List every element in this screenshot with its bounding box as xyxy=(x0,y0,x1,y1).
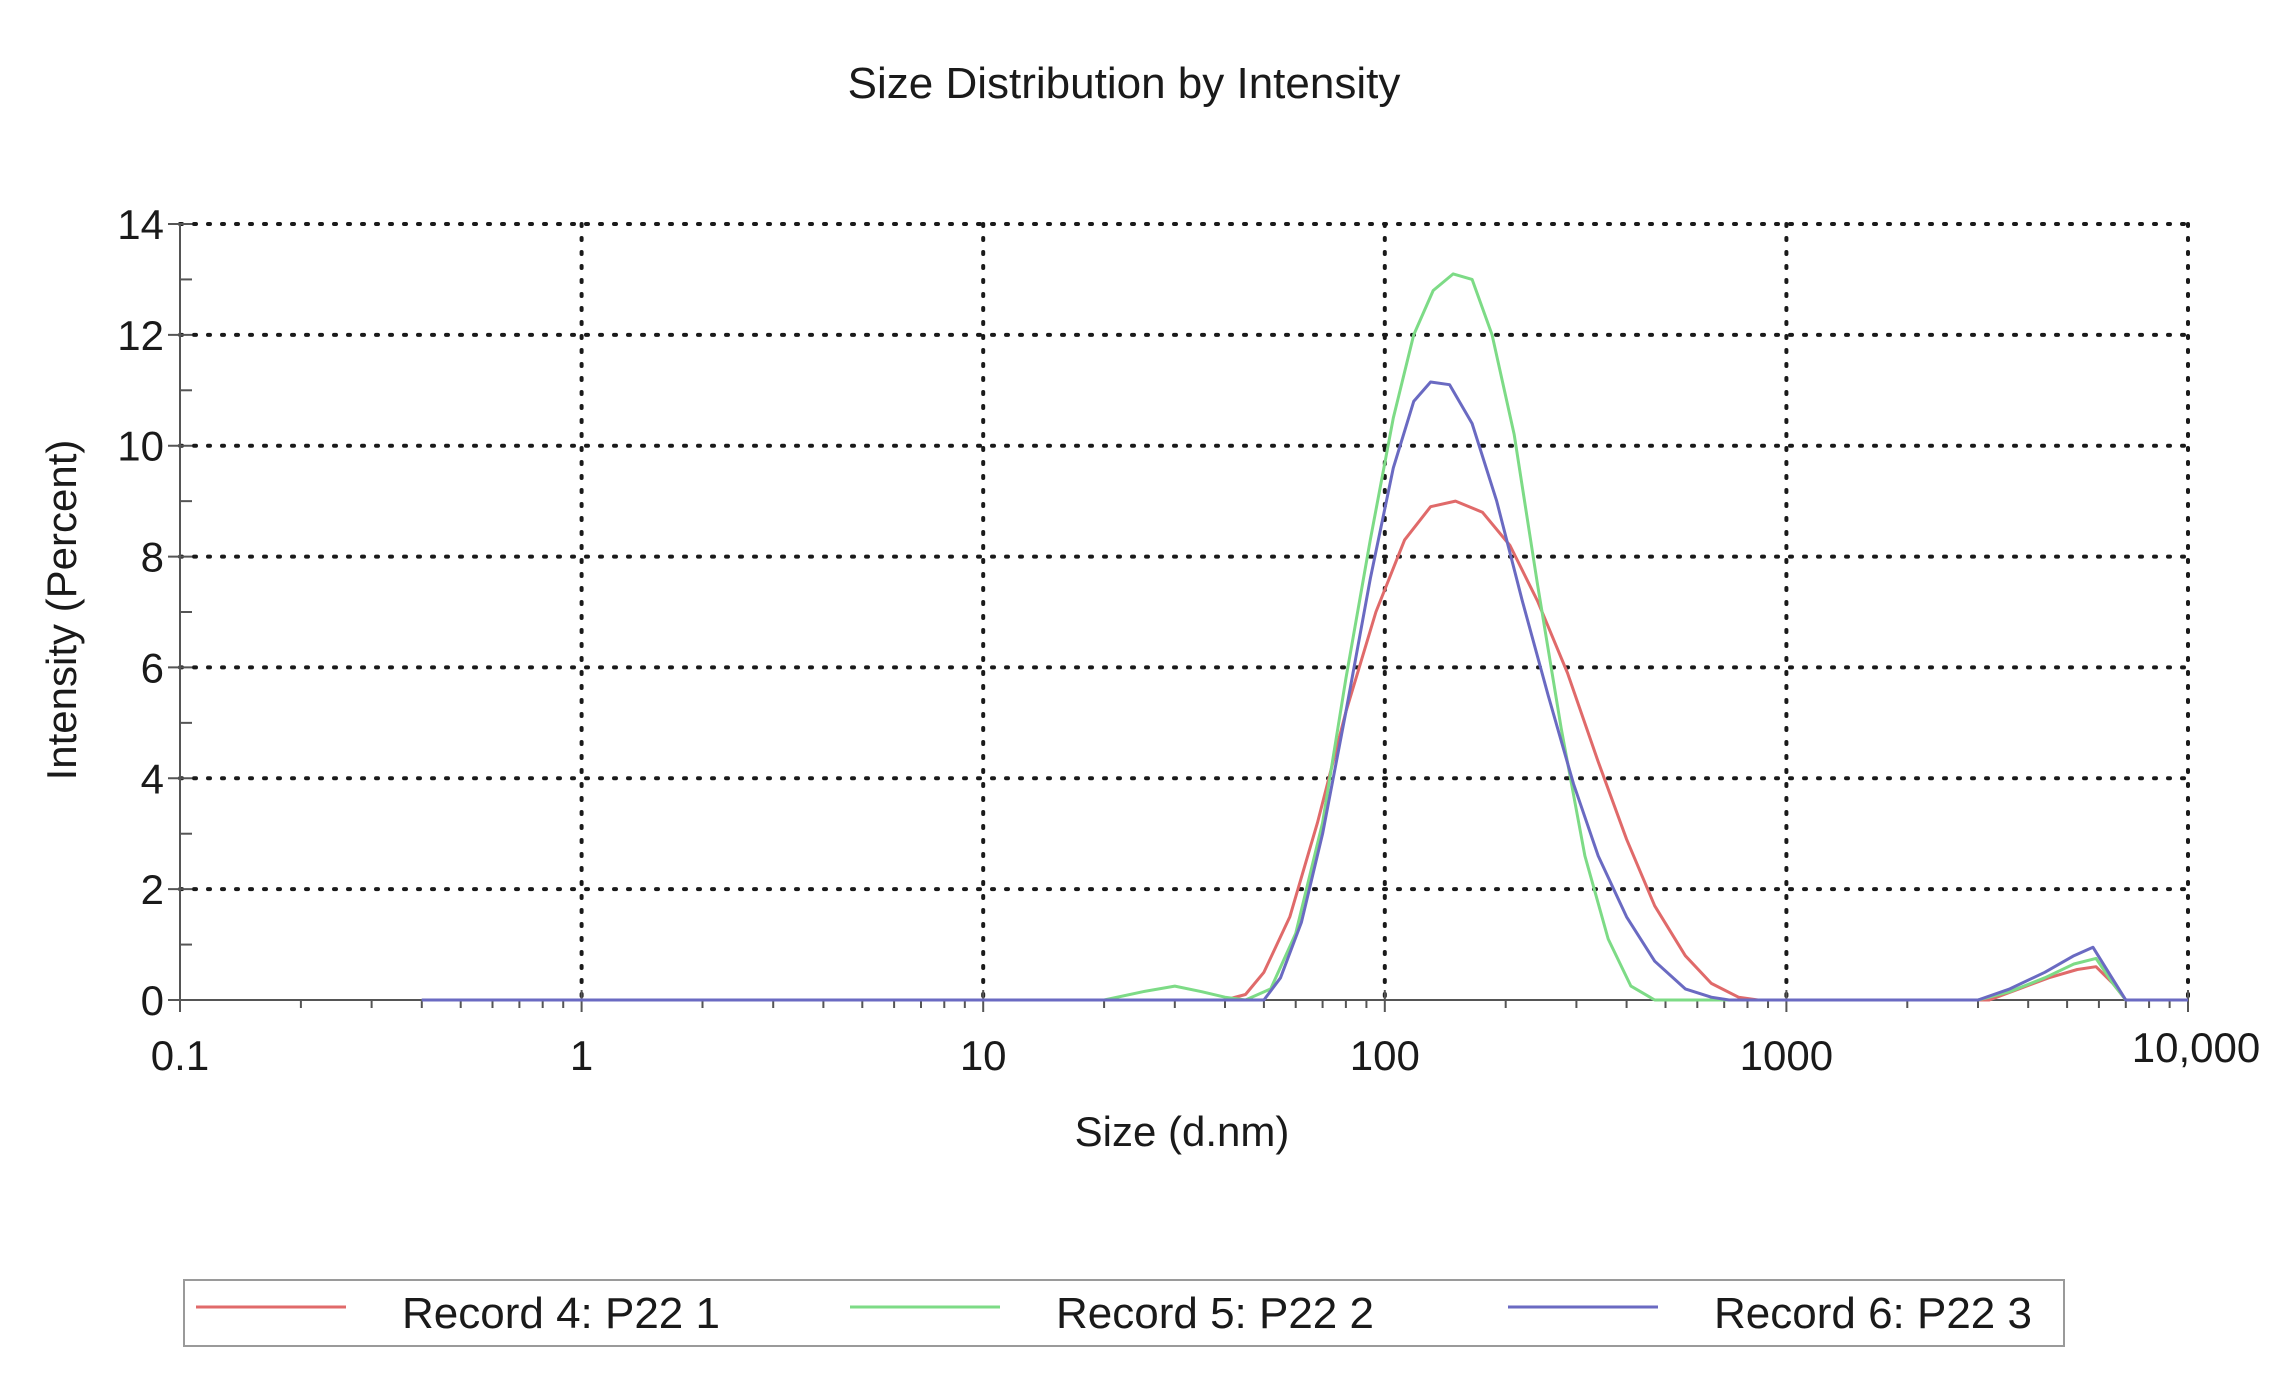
series-lines xyxy=(421,272,2188,1002)
x-tick-label: 1000 xyxy=(1740,1032,1833,1079)
axes xyxy=(179,224,2188,1001)
legend-box xyxy=(183,1279,2065,1347)
y-axis-ticks: 0 2 4 6 8 10 12 14 xyxy=(117,201,192,1024)
series-line-1 xyxy=(421,499,2188,1002)
legend-label-1: Record 4: P22 1 xyxy=(402,1289,720,1338)
x-tick-label: 10,000 xyxy=(2132,1024,2260,1071)
x-axis-label: Size (d.nm) xyxy=(1075,1108,1290,1155)
y-tick-label: 0 xyxy=(141,977,164,1024)
series-line-2 xyxy=(421,272,2188,1002)
x-tick-label: 100 xyxy=(1350,1032,1420,1079)
y-tick-label: 4 xyxy=(141,755,164,802)
y-tick-label: 14 xyxy=(117,201,164,248)
x-axis-ticks: 0.1 1 10 100 1000 10,000 xyxy=(151,990,2260,1079)
y-tick-label: 6 xyxy=(141,644,164,691)
chart-title: Size Distribution by Intensity xyxy=(848,59,1401,108)
series-line-3 xyxy=(421,380,2188,1002)
legend-items: Record 4: P22 1 Record 5: P22 2 Record 6: … xyxy=(196,1289,2032,1338)
y-axis-label: Intensity (Percent) xyxy=(38,440,85,781)
y-tick-label: 8 xyxy=(141,534,164,581)
y-tick-label: 2 xyxy=(141,866,164,913)
x-tick-label: 1 xyxy=(570,1032,593,1079)
x-tick-label: 10 xyxy=(960,1032,1007,1079)
legend-label-2: Record 5: P22 2 xyxy=(1056,1289,1374,1338)
y-tick-label: 10 xyxy=(117,423,164,470)
legend: Record 4: P22 1 Record 5: P22 2 Record 6: … xyxy=(183,1279,2065,1347)
grid-lines xyxy=(178,222,2194,1002)
x-tick-label: 0.1 xyxy=(151,1032,209,1079)
legend-label-3: Record 6: P22 3 xyxy=(1714,1289,2032,1338)
y-tick-label: 12 xyxy=(117,312,164,359)
